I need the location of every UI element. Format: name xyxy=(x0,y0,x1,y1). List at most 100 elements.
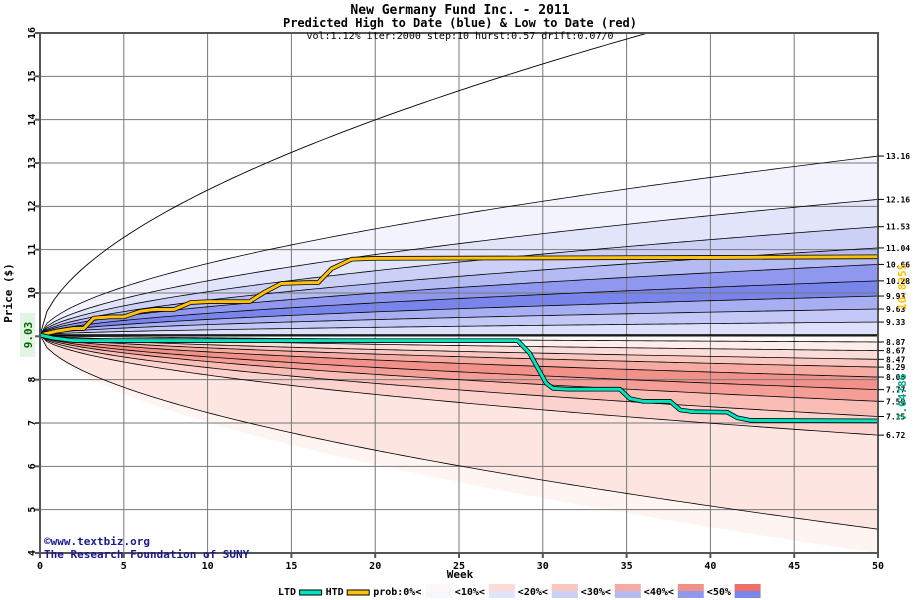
x-tick-label: 25 xyxy=(453,561,465,572)
high-quantile-curve xyxy=(40,33,650,336)
legend-label-<20%<: <20%< xyxy=(518,587,548,598)
x-tick-label: 50 xyxy=(872,561,884,572)
legend-label-<50%: <50% xyxy=(707,587,731,598)
high-quantile-curve xyxy=(40,295,878,336)
chart-title: New Germany Fund Inc. - 2011 xyxy=(350,3,569,18)
high-quantile-curve xyxy=(40,199,878,336)
chart-params: vol:1.12% iter:2000 step:10 hurst:0.57 d… xyxy=(306,31,613,42)
high-quantile-curve xyxy=(40,155,878,336)
legend-label-HTD: HTD xyxy=(326,587,344,598)
legend-swatch-LTD xyxy=(299,589,323,596)
right-label-low: 8.67 xyxy=(886,347,905,356)
red-band-6 xyxy=(40,335,878,402)
right-label-low: 7.77 xyxy=(886,386,905,395)
low-quantile-curve xyxy=(40,334,878,391)
right-label-high: 12.16 xyxy=(886,195,910,204)
legend: LTD HTD prob:0%< <10%< <20%< <30%< <40%< <50% xyxy=(278,584,761,598)
x-tick-label: 40 xyxy=(704,561,716,572)
high-quantile-curve xyxy=(40,226,878,336)
start-price-callout: 9.03 xyxy=(20,313,35,358)
y-tick-label: 15 xyxy=(27,70,38,82)
low-quantile-curve xyxy=(40,334,878,360)
low-quantile-curve xyxy=(40,334,878,378)
low-quantile-curve xyxy=(40,334,878,436)
legend-swatch-top xyxy=(677,584,704,591)
x-tick-label: 45 xyxy=(788,561,800,572)
right-label-high: 10.66 xyxy=(886,260,910,269)
blue-band-5 xyxy=(40,264,878,336)
right-label-high: 11.53 xyxy=(886,223,910,232)
right-label-low: 8.29 xyxy=(886,363,905,372)
y-axis-label: Price ($) xyxy=(2,263,15,323)
legend-swatch-top xyxy=(425,584,452,591)
legend-swatch-top xyxy=(488,584,515,591)
blue-band-2 xyxy=(40,199,878,336)
legend-swatch-bottom xyxy=(734,591,761,598)
blue-band-1 xyxy=(40,156,878,336)
legend-label-prob:0%<: prob:0%< xyxy=(373,587,421,598)
right-label-low: 8.06 xyxy=(886,373,905,382)
y-tick-label: 4 xyxy=(27,550,38,556)
y-tick-label: 16 xyxy=(27,27,38,39)
y-tick-label: 10 xyxy=(27,287,38,299)
ltd-line xyxy=(40,333,878,423)
credit-line-1: ©www.textbiz.org xyxy=(44,535,150,548)
y-tick-label: 13 xyxy=(27,157,38,169)
low-quantile-curve xyxy=(40,334,878,402)
red-band-4 xyxy=(40,335,878,378)
legend-swatch-bottom xyxy=(677,591,704,598)
legend-swatch-bottom xyxy=(425,591,452,598)
right-label-low: 7.50 xyxy=(886,397,905,406)
x-tick-label: 35 xyxy=(621,561,633,572)
legend-label-<30%<: <30%< xyxy=(581,587,611,598)
htd-line xyxy=(40,255,878,337)
legend-swatch-bottom xyxy=(551,591,578,598)
legend-label-LTD: LTD xyxy=(278,587,296,598)
low-quantile-curve xyxy=(40,334,878,368)
x-tick-label: 5 xyxy=(121,561,127,572)
right-label-high: 10.28 xyxy=(886,277,910,286)
legend-swatch-top xyxy=(551,584,578,591)
right-label-low: 7.15 xyxy=(886,413,905,422)
red-band-7 xyxy=(40,335,878,417)
legend-swatch-top xyxy=(614,584,641,591)
ltd-end-label: 7.04786 xyxy=(896,373,909,420)
legend-swatch-bottom xyxy=(614,591,641,598)
x-tick-label: 10 xyxy=(202,561,214,572)
plot-area xyxy=(40,33,878,553)
right-label-high: 9.93 xyxy=(886,292,905,301)
legend-label-<40%<: <40%< xyxy=(644,587,674,598)
y-tick-label: 8 xyxy=(27,377,38,383)
x-tick-label: 30 xyxy=(537,561,549,572)
axes: 4567891011121314151605101520253035404550… xyxy=(2,27,884,581)
red-band-3 xyxy=(40,335,878,368)
high-quantile-curve xyxy=(40,321,878,336)
x-tick-label: 0 xyxy=(37,561,43,572)
legend-swatch-top xyxy=(734,584,761,591)
legend-label-<10%<: <10%< xyxy=(455,587,485,598)
blue-band-4 xyxy=(40,247,878,336)
right-label-low: 8.47 xyxy=(886,355,905,364)
credit-line-2: The Research Foundation of SUNY xyxy=(44,548,250,561)
legend-swatch-HTD xyxy=(346,589,370,596)
right-label-high: 13.16 xyxy=(886,152,910,161)
right-labels: 13.16 12.16 11.53 11.04 10.66 10.28 9.93 9.63 9.… xyxy=(878,152,910,440)
x-tick-label: 15 xyxy=(285,561,297,572)
right-label-high: 11.04 xyxy=(886,244,910,253)
y-tick-label: 11 xyxy=(27,244,38,256)
htd-end-label: 10.8355 xyxy=(896,264,909,310)
y-tick-label: 12 xyxy=(27,200,38,212)
chart-subtitle: Predicted High to Date (blue) & Low to D… xyxy=(283,16,637,30)
x-tick-label: 20 xyxy=(369,561,381,572)
high-quantile-curve xyxy=(40,308,878,336)
start-price-label: 9.03 xyxy=(22,322,35,349)
y-tick-label: 14 xyxy=(27,114,38,126)
y-tick-label: 6 xyxy=(27,463,38,469)
right-label-high: 9.33 xyxy=(886,318,905,327)
right-label-low: 6.72 xyxy=(886,431,905,440)
low-quantile-curve xyxy=(40,334,878,417)
red-band-8 xyxy=(40,335,878,436)
legend-swatch-bottom xyxy=(488,591,515,598)
high-quantile-curve xyxy=(40,280,878,336)
